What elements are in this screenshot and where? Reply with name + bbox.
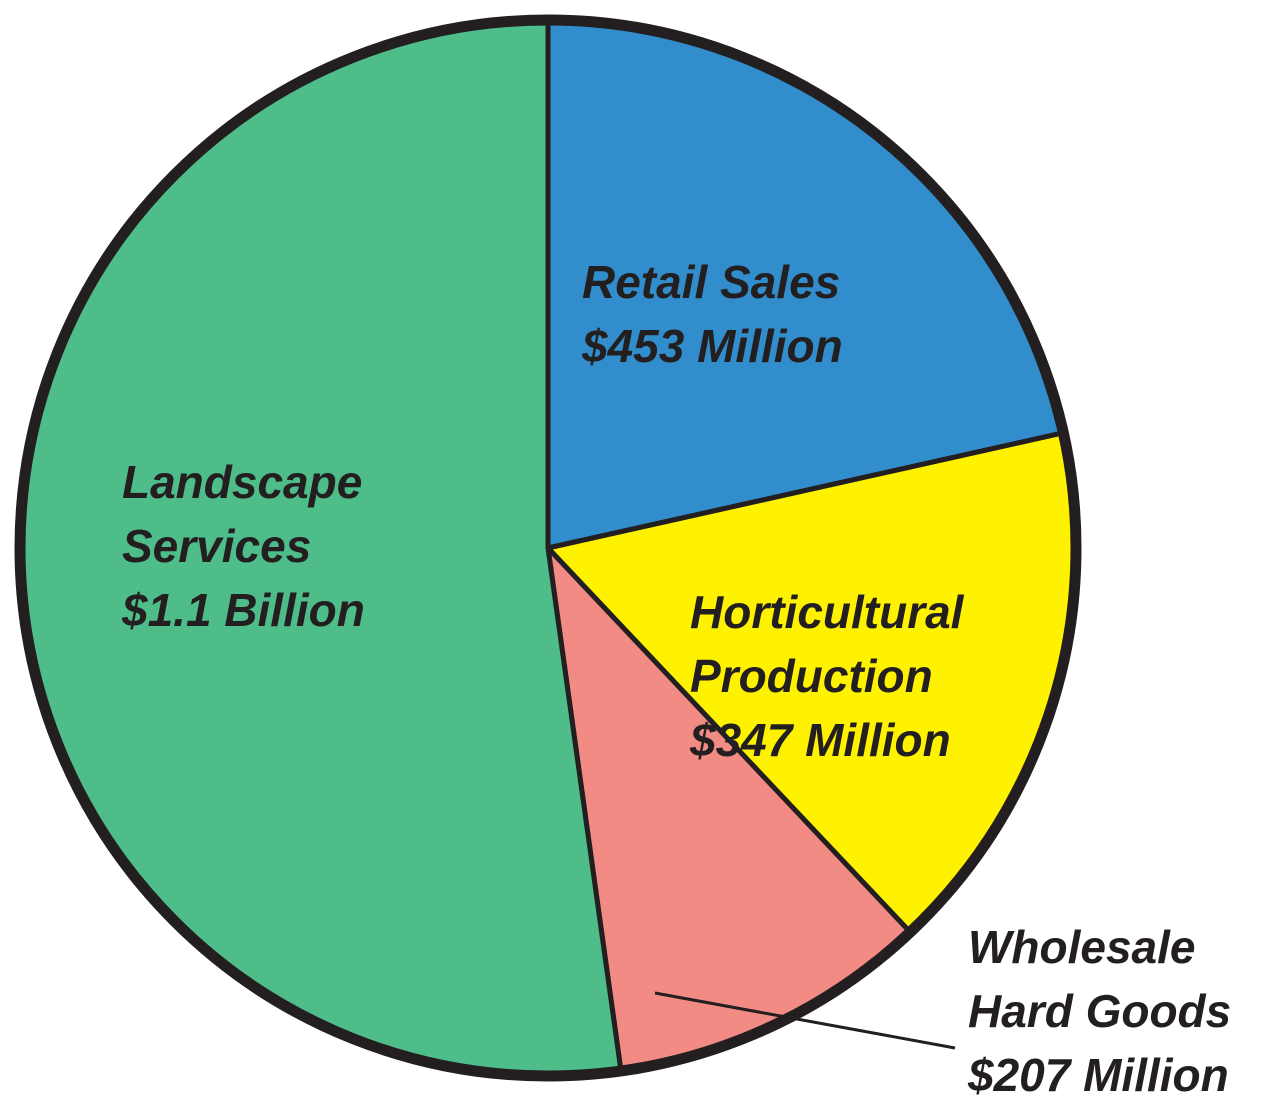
leader-line	[654, 991, 956, 1050]
value-label: $207 Million	[968, 1049, 1229, 1101]
slice-label: Horticultural Production $347 Million	[690, 580, 1030, 772]
category-label: Horticultural Production	[690, 586, 964, 702]
category-label: Wholesale Hard Goods	[968, 921, 1232, 1037]
slice-label: Retail Sales $453 Million	[582, 250, 912, 378]
value-label: $453 Million	[582, 320, 843, 372]
pie-outline	[14, 14, 1082, 1082]
slice-label: Wholesale Hard Goods $207 Million	[968, 915, 1278, 1107]
value-label: $1.1 Billion	[122, 584, 365, 636]
category-label: Landscape Services	[122, 456, 363, 572]
value-label: $347 Million	[690, 714, 951, 766]
category-label: Retail Sales	[582, 256, 841, 308]
slice-label: Landscape Services $1.1 Billion	[122, 450, 422, 642]
